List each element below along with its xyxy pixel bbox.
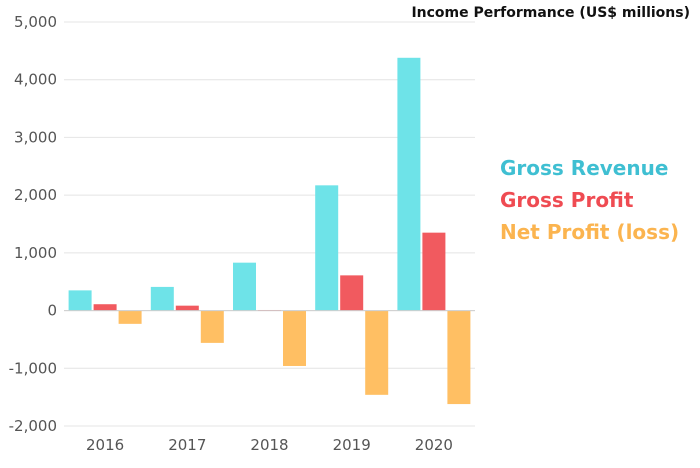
bar-gross-revenue-2016 bbox=[68, 290, 92, 311]
bar-gross-revenue-2019 bbox=[315, 185, 339, 311]
y-tick-label: 3,000 bbox=[14, 128, 57, 146]
legend-entry: Net Profit (loss) bbox=[500, 220, 679, 244]
bar-net-profit-loss-2019 bbox=[365, 310, 389, 395]
x-tick-label: 2017 bbox=[168, 436, 206, 454]
y-tick-label: -1,000 bbox=[9, 359, 57, 377]
bar-gross-profit-2020 bbox=[422, 232, 446, 311]
bar-net-profit-loss-2018 bbox=[283, 310, 306, 366]
x-tick-label: 2020 bbox=[415, 436, 453, 454]
bar-gross-profit-2017 bbox=[175, 305, 199, 311]
x-tick-label: 2019 bbox=[333, 436, 371, 454]
bars bbox=[68, 57, 471, 405]
y-tick-label: 4,000 bbox=[14, 71, 57, 89]
y-tick-label: 5,000 bbox=[14, 13, 57, 31]
bar-gross-revenue-2017 bbox=[150, 286, 174, 311]
bar-gross-revenue-2018 bbox=[233, 262, 256, 311]
y-tick-label: -2,000 bbox=[9, 417, 57, 435]
y-tick-label: 1,000 bbox=[14, 244, 57, 262]
legend-entry: Gross Profit bbox=[500, 188, 634, 212]
y-tick-label: 0 bbox=[47, 302, 57, 320]
chart-title: Income Performance (US$ millions) bbox=[411, 5, 690, 21]
bar-net-profit-loss-2017 bbox=[200, 310, 224, 343]
bar-gross-profit-2019 bbox=[340, 275, 364, 311]
bar-net-profit-loss-2016 bbox=[118, 310, 142, 324]
legend: Gross Revenue Gross Profit Net Profit (los… bbox=[500, 156, 679, 244]
x-tick-label: 2018 bbox=[250, 436, 288, 454]
y-axis-ticks: 5,000 4,000 3,000 2,000 1,000 0 -1,000 -2,000 bbox=[9, 13, 57, 435]
bar-net-profit-loss-2020 bbox=[447, 310, 471, 405]
bar-gross-revenue-2020 bbox=[397, 57, 421, 311]
y-tick-label: 2,000 bbox=[14, 186, 57, 204]
bar-gross-profit-2016 bbox=[93, 304, 117, 311]
x-tick-label: 2016 bbox=[86, 436, 124, 454]
x-axis-ticks: 2016 2017 2018 2019 2020 bbox=[86, 436, 453, 454]
legend-entry: Gross Revenue bbox=[500, 156, 668, 180]
